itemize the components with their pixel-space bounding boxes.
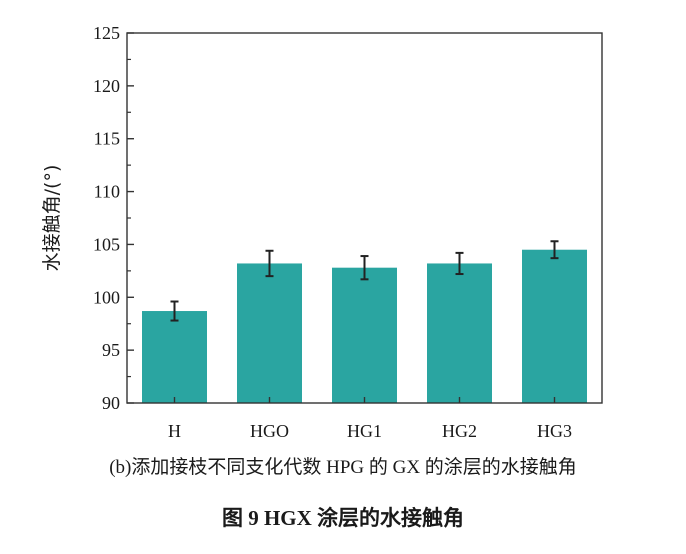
bar-hg1 — [332, 267, 397, 403]
y-tick-label: 100 — [93, 287, 120, 307]
x-tick-label-hgo: HGO — [250, 421, 289, 441]
bar-chart: 90 95 100 105 110 115 120 125 H HGO HG1 HG2 HG3 水接触… — [41, 23, 603, 441]
x-tick-label-hg2: HG2 — [442, 421, 477, 441]
bars — [142, 249, 587, 403]
x-tick-label-hg1: HG1 — [347, 421, 382, 441]
bar-hgo — [237, 263, 302, 403]
y-tick-label: 105 — [93, 234, 120, 254]
error-bars — [170, 240, 559, 322]
x-tick-label-h: H — [168, 421, 181, 441]
sub-caption: (b)添加接枝不同支化代数 HPG 的 GX 的涂层的水接触角 — [109, 457, 577, 478]
bar-hg3 — [522, 249, 587, 403]
x-tick-label-hg3: HG3 — [537, 421, 572, 441]
y-tick-label: 125 — [93, 23, 120, 43]
bar-h — [142, 311, 207, 403]
bar-hg2 — [427, 263, 492, 403]
x-axis: H HGO HG1 HG2 HG3 — [168, 397, 572, 441]
y-tick-label: 95 — [102, 340, 120, 360]
y-tick-label: 120 — [93, 76, 120, 96]
y-axis-label: 水接触角/(°) — [41, 165, 63, 272]
y-tick-label: 115 — [94, 129, 120, 149]
y-axis: 90 95 100 105 110 115 120 125 — [93, 23, 134, 413]
figure-caption: 图 9 HGX 涂层的水接触角 — [221, 506, 465, 530]
y-tick-label: 90 — [102, 393, 120, 413]
y-tick-label: 110 — [94, 182, 120, 202]
